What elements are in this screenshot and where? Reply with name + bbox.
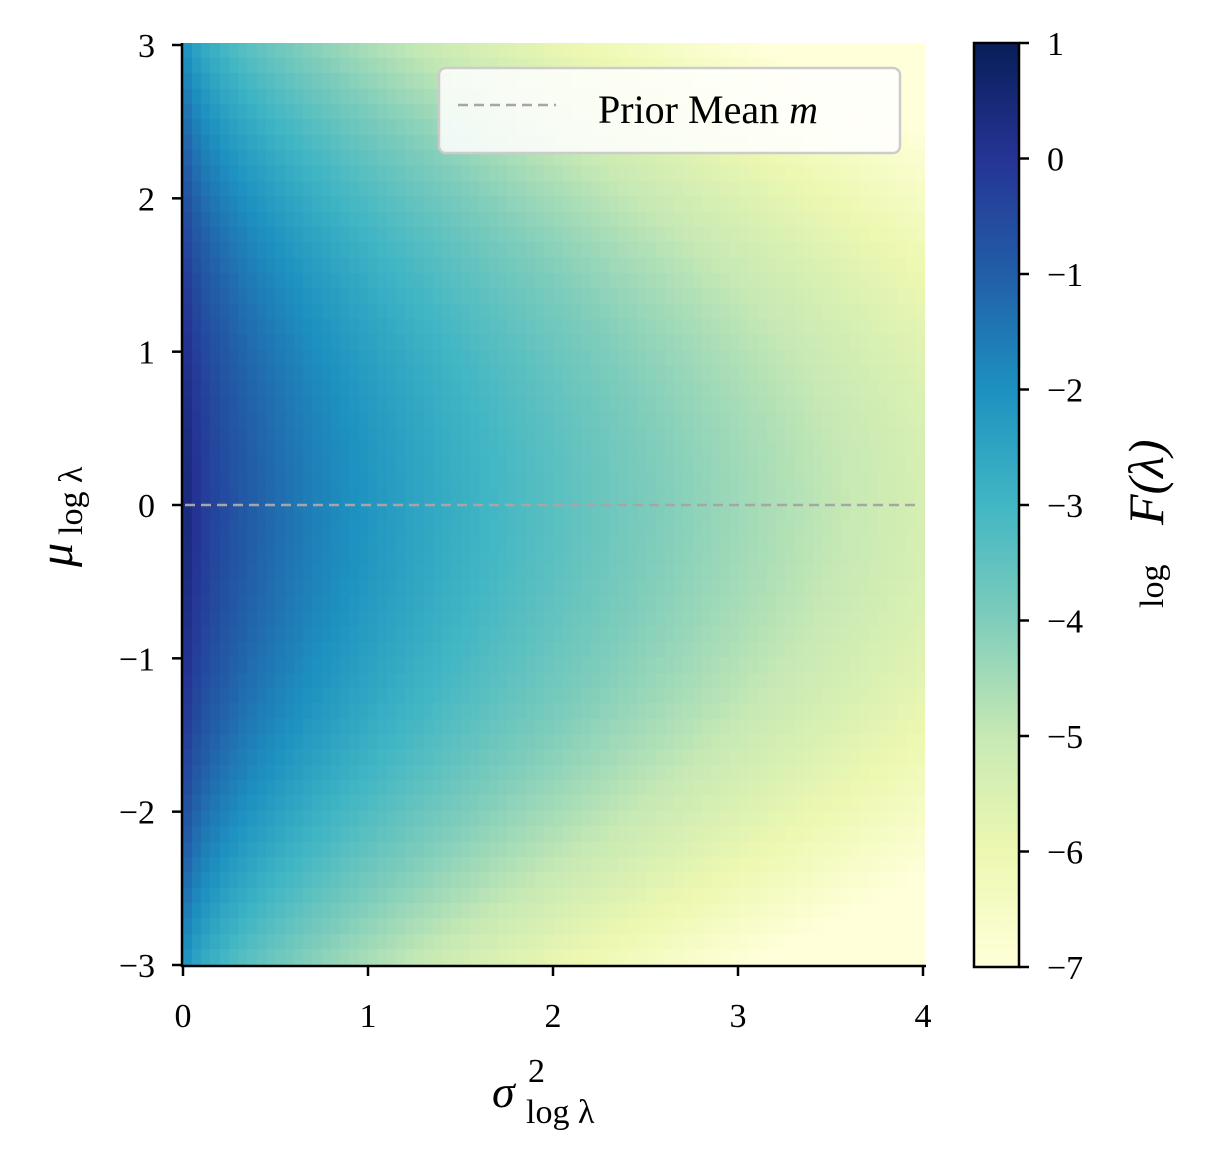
colorbar-tick-label: −4 [1047,604,1083,641]
x-tick-label: 2 [545,998,562,1035]
svg-text:F(λ): F(λ) [1118,440,1174,527]
legend-label: Prior Mean m [598,87,818,132]
legend: Prior Mean m [437,66,902,155]
svg-text:2: 2 [528,1053,545,1090]
colorbar-tick-label: −6 [1047,835,1083,872]
colorbar-tick-label: 0 [1047,142,1064,179]
y-axis-title: μ log λ [30,466,90,568]
legend-box [437,66,902,155]
svg-text:μ: μ [30,543,83,568]
y-tick-label: 2 [138,181,155,218]
colorbar-tick-label: 1 [1047,26,1064,63]
y-tick-label: 1 [138,335,155,372]
y-tick-label: −1 [119,641,155,678]
colorbar-ticks: 1 0 −1 −2 −3 −4 −5 −6 −7 [1019,26,1083,987]
colorbar-tick-label: −5 [1047,719,1083,756]
colorbar-gradient [972,41,1021,969]
colorbar: 1 0 −1 −2 −3 −4 −5 −6 −7 log F(λ) [972,26,1174,987]
colorbar-tick-label: −7 [1047,950,1083,987]
svg-text:σ: σ [492,1066,517,1117]
svg-text:log: log [1134,565,1171,608]
x-tick-label: 0 [175,998,192,1035]
x-tick-label: 4 [915,998,932,1035]
colorbar-tick-label: −3 [1047,488,1083,525]
y-tick-label: 3 [138,28,155,65]
x-tick-label: 1 [360,998,377,1035]
colorbar-title: log F(λ) [1118,440,1174,609]
colorbar-tick-label: −1 [1047,257,1083,294]
svg-text:log λ: log λ [526,1094,595,1131]
y-tick-label: −2 [119,795,155,832]
x-axis-ticks: 0 1 2 3 4 [175,966,932,1035]
colorbar-tick-label: −2 [1047,373,1083,410]
x-axis-title: σ 2 log λ [492,1053,595,1131]
y-tick-label: 0 [138,488,155,525]
x-tick-label: 3 [730,998,747,1035]
y-axis-ticks: 3 2 1 0 −1 −2 −3 [119,28,182,985]
y-tick-label: −3 [119,948,155,985]
svg-text:log λ: log λ [53,466,90,535]
